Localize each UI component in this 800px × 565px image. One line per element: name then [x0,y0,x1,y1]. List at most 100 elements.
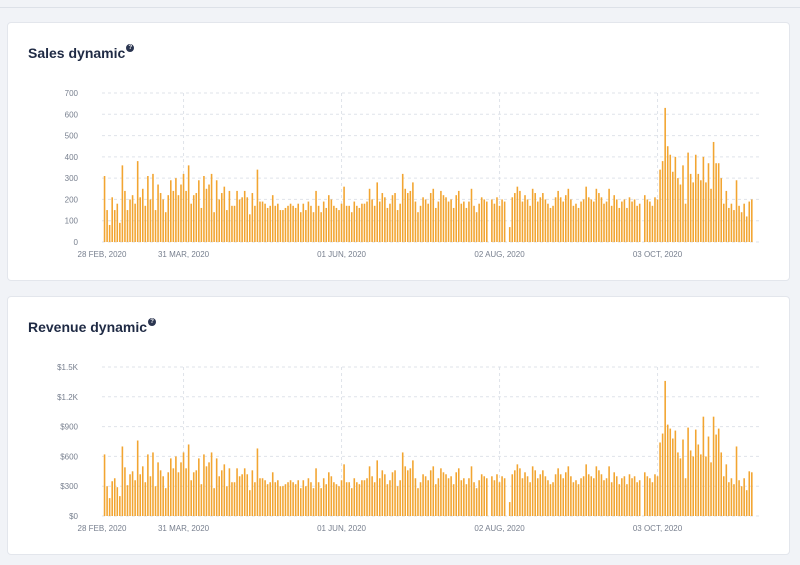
sales-bar[interactable] [226,210,228,242]
revenue-bar[interactable] [424,476,427,516]
sales-bar[interactable] [715,163,717,242]
sales-bar[interactable] [238,199,241,242]
revenue-bar[interactable] [491,476,493,516]
sales-bar[interactable] [330,199,333,242]
sales-bar[interactable] [182,173,185,242]
sales-bar[interactable] [552,205,554,242]
sales-bar[interactable] [292,205,294,242]
sales-bar[interactable] [460,203,463,242]
sales-bar[interactable] [598,193,600,242]
revenue-bar[interactable] [524,472,526,516]
revenue-bar[interactable] [587,474,590,516]
revenue-bar[interactable] [582,476,585,516]
sales-bar[interactable] [605,201,608,242]
revenue-bar[interactable] [702,416,705,516]
sales-bar[interactable] [649,201,651,242]
revenue-bar[interactable] [131,471,134,516]
sales-bar[interactable] [646,199,649,242]
revenue-bar[interactable] [404,466,407,516]
revenue-bar[interactable] [478,480,480,516]
revenue-bar[interactable] [338,486,340,516]
revenue-bar[interactable] [661,433,664,516]
revenue-bar[interactable] [164,488,167,516]
revenue-bar[interactable] [508,502,511,516]
revenue-bar[interactable] [417,488,419,516]
revenue-bar[interactable] [562,478,565,516]
sales-bar[interactable] [526,199,529,242]
sales-bar[interactable] [582,199,585,242]
sales-bar[interactable] [603,203,605,242]
sales-bar[interactable] [307,201,310,242]
sales-bar[interactable] [557,190,559,242]
sales-bar[interactable] [677,178,679,242]
sales-bar[interactable] [113,210,116,242]
sales-bar[interactable] [722,203,725,242]
revenue-bar[interactable] [159,470,162,516]
sales-bar[interactable] [544,199,547,242]
revenue-bar[interactable] [593,478,595,516]
sales-bar[interactable] [236,190,238,242]
revenue-bar[interactable] [493,480,496,516]
revenue-bar[interactable] [623,476,626,516]
sales-bar[interactable] [129,199,131,242]
sales-bar[interactable] [164,212,167,242]
sales-bar[interactable] [361,203,363,242]
revenue-bar[interactable] [223,464,226,516]
sales-bar[interactable] [473,205,475,242]
sales-bar[interactable] [404,188,407,242]
revenue-bar[interactable] [427,480,429,516]
sales-bar[interactable] [246,197,249,242]
revenue-bar[interactable] [203,454,205,516]
sales-bar[interactable] [177,195,180,242]
sales-bar[interactable] [621,201,623,242]
sales-bar[interactable] [333,205,335,242]
sales-bar[interactable] [231,205,233,242]
revenue-bar[interactable] [567,466,570,516]
revenue-bar[interactable] [526,476,529,516]
revenue-bar[interactable] [121,446,124,516]
sales-bar[interactable] [638,203,641,242]
revenue-bar[interactable] [450,476,452,516]
sales-bar[interactable] [738,205,740,242]
sales-bar[interactable] [633,199,636,242]
sales-bar[interactable] [162,199,164,242]
sales-bar[interactable] [717,163,720,242]
sales-bar[interactable] [748,201,751,242]
revenue-bar[interactable] [585,464,587,516]
sales-bar[interactable] [427,203,429,242]
sales-bar[interactable] [562,201,565,242]
revenue-bar[interactable] [633,476,636,516]
revenue-bar[interactable] [182,452,185,516]
sales-bar[interactable] [656,199,659,242]
sales-bar[interactable] [396,210,399,242]
revenue-bar[interactable] [432,466,435,516]
sales-bar[interactable] [356,205,358,242]
revenue-bar[interactable] [636,482,638,516]
sales-bar[interactable] [378,201,381,242]
sales-bar[interactable] [705,182,707,242]
sales-bar[interactable] [205,188,208,242]
revenue-bar[interactable] [249,490,251,516]
revenue-bar[interactable] [557,468,559,516]
sales-bar[interactable] [154,210,157,242]
revenue-bar[interactable] [733,484,735,516]
revenue-bar[interactable] [664,380,666,516]
sales-bar[interactable] [700,180,702,242]
sales-bar[interactable] [210,173,213,242]
sales-bar[interactable] [269,205,271,242]
revenue-bar[interactable] [340,480,343,516]
revenue-bar[interactable] [603,480,605,516]
revenue-bar[interactable] [231,482,233,516]
sales-bar[interactable] [149,199,152,242]
revenue-bar[interactable] [236,468,238,516]
revenue-bar[interactable] [621,478,623,516]
sales-bar[interactable] [628,197,631,242]
revenue-bar[interactable] [511,474,514,516]
sales-bar[interactable] [384,197,386,242]
sales-bar[interactable] [259,201,261,242]
revenue-bar[interactable] [139,474,142,516]
revenue-bar[interactable] [259,478,261,516]
revenue-bar[interactable] [651,482,654,516]
sales-bar[interactable] [251,193,254,242]
revenue-bar[interactable] [743,478,745,516]
